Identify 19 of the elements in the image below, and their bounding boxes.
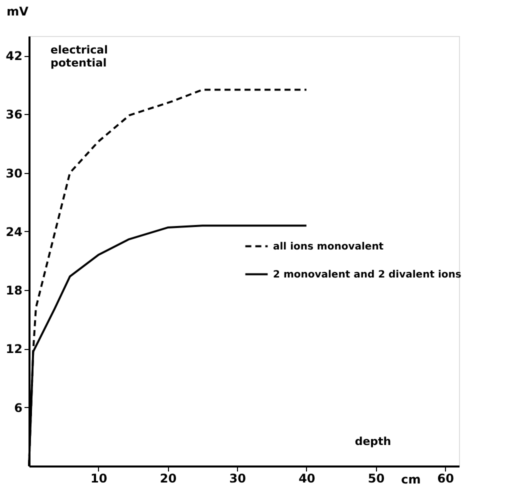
y-tick-label: 36 [6,108,22,122]
x-axis-title: cm [401,472,421,486]
x-tick-label: 30 [229,472,246,486]
x-tick-label: 20 [160,472,177,486]
y-tick-label: 24 [6,224,22,239]
y-tick-label: 30 [6,166,22,180]
y-tick-label: 42 [6,49,22,64]
y-tick-label: 18 [6,284,22,298]
y-axis-title: mV [6,4,30,18]
x-tick-label: 10 [90,472,108,486]
y-tick-label: 12 [6,342,22,356]
annotation: depth [354,434,392,448]
annotation: electrical potential [50,44,108,70]
x-tick-label: 40 [298,472,316,486]
legend-label: 2 monovalent and 2 divalent ions [273,269,462,280]
x-tick-label: 50 [368,472,385,486]
legend-label: all ions monovalent [273,241,384,252]
x-tick-label: 60 [437,472,454,486]
y-tick-label: 6 [14,400,22,415]
